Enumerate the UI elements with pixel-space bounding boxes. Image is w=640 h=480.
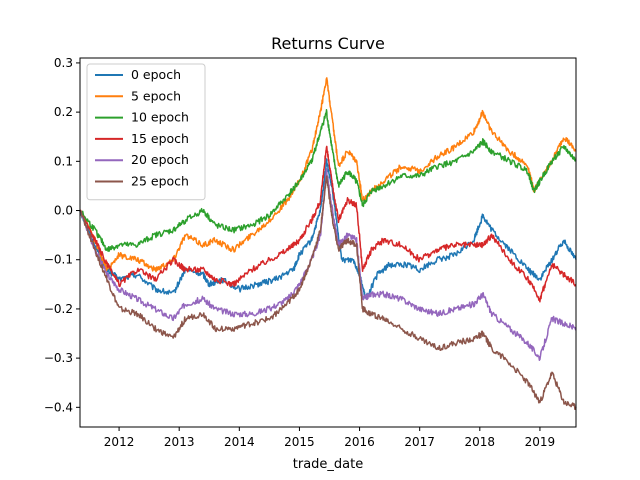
x-tick-label: 2016 — [344, 435, 375, 449]
legend-label: 0 epoch — [131, 67, 181, 82]
series-layer — [79, 77, 577, 411]
series-line-5-epoch — [79, 77, 577, 273]
x-tick-label: 2013 — [164, 435, 195, 449]
y-tick-label: 0.1 — [54, 154, 73, 168]
y-tick-label: −0.4 — [44, 400, 73, 414]
legend-label: 25 epoch — [131, 174, 189, 189]
chart-title: Returns Curve — [271, 34, 385, 53]
legend-box — [86, 63, 206, 201]
series-line-25-epoch — [79, 175, 577, 411]
y-tick-label: 0.2 — [54, 105, 73, 119]
legend-label: 10 epoch — [131, 110, 189, 125]
legend-label: 5 epoch — [131, 88, 181, 103]
series-line-15-epoch — [79, 145, 577, 303]
legend: 0 epoch 5 epoch 10 epoch 15 epoch 20 epoch 25… — [86, 63, 206, 201]
y-axis: 0.3 0.2 0.1 0.0 −0.1 −0.2 −0.3 −0.4 — [44, 56, 80, 414]
series-line-10-epoch — [79, 109, 577, 252]
x-tick-label: 2012 — [104, 435, 135, 449]
y-tick-label: 0.3 — [54, 56, 73, 70]
y-tick-label: −0.3 — [44, 351, 73, 365]
x-axis: 2012 2013 2014 2015 2016 2017 2018 2019 — [104, 427, 555, 449]
x-tick-label: 2018 — [465, 435, 496, 449]
x-tick-label: 2017 — [404, 435, 435, 449]
legend-label: 15 epoch — [131, 131, 189, 146]
y-tick-label: −0.2 — [44, 302, 73, 316]
y-tick-label: 0.0 — [54, 204, 73, 218]
plot-frame — [79, 57, 577, 428]
x-tick-label: 2014 — [224, 435, 255, 449]
x-tick-label: 2019 — [525, 435, 556, 449]
x-tick-label: 2015 — [284, 435, 315, 449]
x-axis-label: trade_date — [293, 457, 363, 472]
y-tick-label: −0.1 — [44, 253, 73, 267]
legend-label: 20 epoch — [131, 152, 189, 167]
